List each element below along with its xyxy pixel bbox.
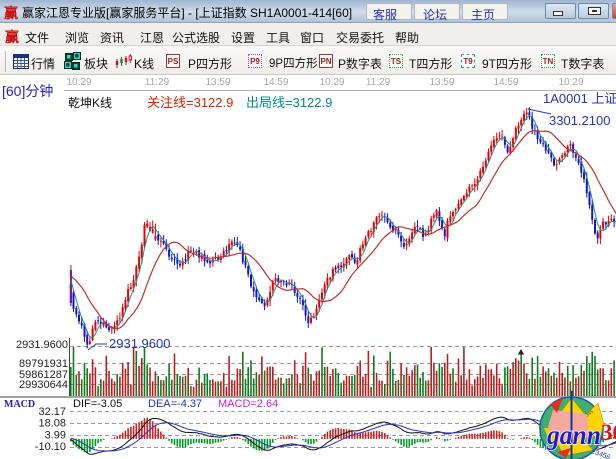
svg-text:gann: gann <box>546 420 601 450</box>
svg-text:14:59: 14:59 <box>493 77 518 88</box>
svg-text:DIF=-3.05: DIF=-3.05 <box>73 398 122 410</box>
svg-text:出局线=3122.9: 出局线=3122.9 <box>246 95 332 110</box>
svg-text:29930644: 29930644 <box>19 379 68 391</box>
svg-text:11:29: 11:29 <box>145 77 170 88</box>
svg-text:2931.9600: 2931.9600 <box>109 336 170 351</box>
svg-text:3301.2100: 3301.2100 <box>549 113 610 128</box>
svg-text:10:29: 10:29 <box>319 77 344 88</box>
svg-text:关注线=3122.9: 关注线=3122.9 <box>147 95 233 110</box>
svg-text:14:59: 14:59 <box>263 77 288 88</box>
svg-text:MACD: MACD <box>4 399 35 410</box>
svg-text:13:59: 13:59 <box>429 77 454 88</box>
svg-text:3.99: 3.99 <box>45 430 66 442</box>
svg-text:89791931: 89791931 <box>19 358 68 370</box>
svg-text:13:59: 13:59 <box>205 77 230 88</box>
svg-text:[60]分钟: [60]分钟 <box>2 83 53 99</box>
svg-text:10:29: 10:29 <box>66 77 91 88</box>
svg-text:乾坤K线: 乾坤K线 <box>68 95 112 110</box>
svg-text:23456: 23456 <box>590 448 611 459</box>
svg-text:10:29: 10:29 <box>558 77 583 88</box>
svg-text:2931.9600: 2931.9600 <box>16 339 68 351</box>
svg-text:36: 36 <box>601 420 616 445</box>
svg-text:DEA=-4.37: DEA=-4.37 <box>148 398 202 410</box>
svg-text:MACD=2.64: MACD=2.64 <box>218 398 278 410</box>
svg-text:1A0001 上证指数: 1A0001 上证指数 <box>543 91 616 106</box>
svg-text:18.08: 18.08 <box>38 418 66 430</box>
svg-text:32.17: 32.17 <box>38 406 66 418</box>
svg-text:-10.10: -10.10 <box>35 441 66 453</box>
svg-text:345: 345 <box>585 409 595 419</box>
svg-text:11:29: 11:29 <box>366 77 391 88</box>
svg-text:59861287: 59861287 <box>19 369 68 381</box>
